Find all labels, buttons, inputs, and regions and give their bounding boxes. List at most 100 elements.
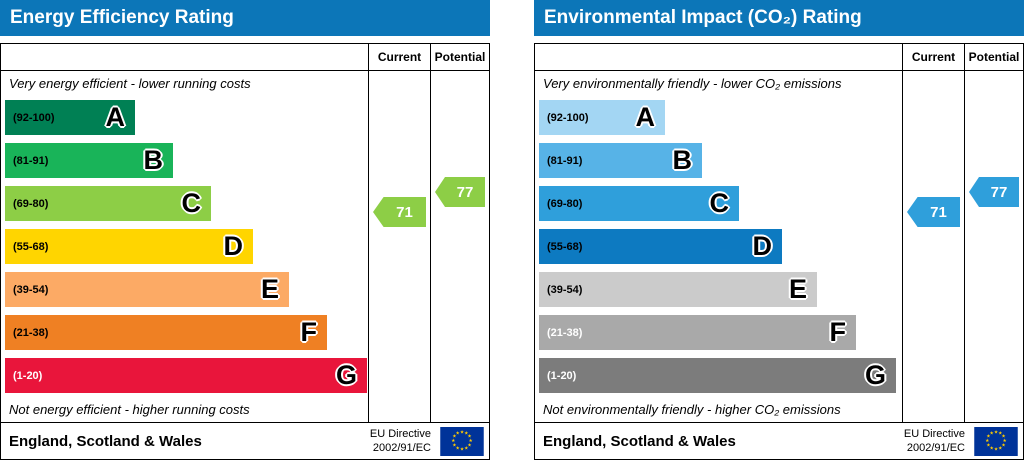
bottom-note: Not environmentally friendly - higher CO… (543, 402, 841, 417)
band-range-label: (69-80) (13, 197, 49, 210)
svg-text:★: ★ (989, 430, 994, 436)
chart-title: Environmental Impact (CO₂) Rating (544, 7, 862, 28)
eu-directive-line1: EU Directive (369, 427, 431, 440)
band-range-label: (92-100) (13, 111, 55, 124)
chart-body: Very energy efficient - lower running co… (1, 71, 489, 422)
current-column: 71 (902, 71, 964, 422)
band-g: (1-20) G (5, 358, 367, 393)
current-column-header: Current (902, 44, 964, 70)
band-b: (81-91) B (5, 143, 173, 178)
svg-text:★: ★ (469, 438, 474, 444)
eu-directive-line1: EU Directive (903, 427, 965, 440)
column-header-row: Current Potential (535, 44, 1023, 71)
band-letter: D (223, 231, 244, 261)
band-row: (81-91) B (535, 139, 902, 182)
current-column: 71 (368, 71, 430, 422)
band-letter: G (864, 360, 886, 390)
band-row: (1-20) G (535, 354, 902, 397)
band-f: (21-38) F (5, 315, 327, 350)
eu-directive-label: EU Directive 2002/91/EC (904, 428, 965, 456)
svg-text:★: ★ (460, 447, 465, 453)
band-range-label: (1-20) (547, 369, 577, 382)
potential-rating-arrow: 77 (969, 177, 1019, 207)
svg-text:★: ★ (467, 442, 472, 448)
band-letter: E (260, 274, 279, 304)
band-f: (21-38) F (539, 315, 856, 350)
bands: (92-100) A (81-91) B (69-80) C (55-68) D (39-54)… (535, 96, 902, 397)
top-note: Very environmentally friendly - lower CO… (543, 76, 842, 91)
svg-text:★: ★ (464, 430, 469, 436)
potential-column-header: Potential (430, 44, 489, 70)
svg-text:★: ★ (998, 430, 1003, 436)
chart-footer: England, Scotland & Wales EU Directive 2… (535, 422, 1023, 460)
band-row: (92-100) A (1, 96, 368, 139)
band-letter: F (829, 317, 847, 347)
svg-text:★: ★ (1001, 442, 1006, 448)
band-range-label: (39-54) (13, 283, 49, 296)
chart-frame: Current Potential Very energy efficient … (0, 43, 490, 460)
current-rating-arrow: 71 (373, 197, 426, 227)
potential-column: 77 (964, 71, 1023, 422)
column-header-spacer (1, 44, 368, 70)
chart-title-bar: Environmental Impact (CO₂) Rating (534, 0, 1024, 36)
bands: (92-100) A (81-91) B (69-80) C (55-68) D (39-54)… (1, 96, 368, 397)
svg-text:★: ★ (986, 434, 991, 440)
svg-text:★: ★ (467, 434, 472, 440)
band-g: (1-20) G (539, 358, 896, 393)
svg-text:★: ★ (989, 446, 994, 452)
potential-rating-value: 77 (456, 183, 474, 201)
band-e: (39-54) E (5, 272, 289, 307)
band-b: (81-91) B (539, 143, 702, 178)
band-letter: G (335, 360, 357, 390)
potential-column: 77 (430, 71, 489, 422)
svg-text:★: ★ (452, 442, 457, 448)
chart-body: Very environmentally friendly - lower CO… (535, 71, 1023, 422)
column-header-spacer (535, 44, 902, 70)
footer-region: England, Scotland & Wales (9, 433, 202, 450)
band-range-label: (55-68) (13, 240, 49, 253)
svg-text:★: ★ (464, 446, 469, 452)
eu-flag-icon: ★ ★★★★★★★★★★★ (974, 427, 1018, 456)
band-e: (39-54) E (539, 272, 817, 307)
bottom-note: Not energy efficient - higher running co… (9, 402, 250, 417)
eu-directive-label: EU Directive 2002/91/EC (370, 428, 431, 456)
band-range-label: (21-38) (547, 326, 583, 339)
band-d: (55-68) D (5, 229, 253, 264)
svg-text:★: ★ (998, 446, 1003, 452)
band-row: (39-54) E (535, 268, 902, 311)
column-header-row: Current Potential (1, 44, 489, 71)
band-row: (92-100) A (535, 96, 902, 139)
band-a: (92-100) A (539, 100, 665, 135)
band-row: (21-38) F (535, 311, 902, 354)
band-row: (39-54) E (1, 268, 368, 311)
potential-column-header: Potential (964, 44, 1023, 70)
band-letter: E (788, 274, 807, 304)
svg-text:★: ★ (455, 446, 460, 452)
band-row: (1-20) G (1, 354, 368, 397)
band-range-label: (55-68) (547, 240, 583, 253)
svg-text:★: ★ (451, 438, 456, 444)
current-rating-value: 71 (396, 203, 413, 221)
band-letter: C (709, 188, 730, 218)
band-range-label: (69-80) (547, 197, 583, 210)
potential-rating-arrow: 77 (435, 177, 485, 207)
svg-text:★: ★ (1003, 438, 1008, 444)
chart-frame: Current Potential Very environmentally f… (534, 43, 1024, 460)
band-range-label: (81-91) (13, 154, 49, 167)
svg-text:★: ★ (986, 442, 991, 448)
band-range-label: (1-20) (13, 369, 43, 382)
band-row: (69-80) C (1, 182, 368, 225)
svg-text:★: ★ (452, 434, 457, 440)
band-row: (81-91) B (1, 139, 368, 182)
band-row: (21-38) F (1, 311, 368, 354)
chart-footer: England, Scotland & Wales EU Directive 2… (1, 422, 489, 460)
potential-rating-value: 77 (990, 183, 1008, 201)
bands-area: Very energy efficient - lower running co… (1, 71, 368, 422)
top-note: Very energy efficient - lower running co… (9, 76, 251, 91)
band-row: (55-68) D (535, 225, 902, 268)
eu-directive-line2: 2002/91/EC (906, 441, 965, 454)
band-range-label: (81-91) (547, 154, 583, 167)
environmental-impact-chart: Environmental Impact (CO₂) Rating Curren… (534, 0, 1024, 460)
chart-title-bar: Energy Efficiency Rating (0, 0, 490, 36)
